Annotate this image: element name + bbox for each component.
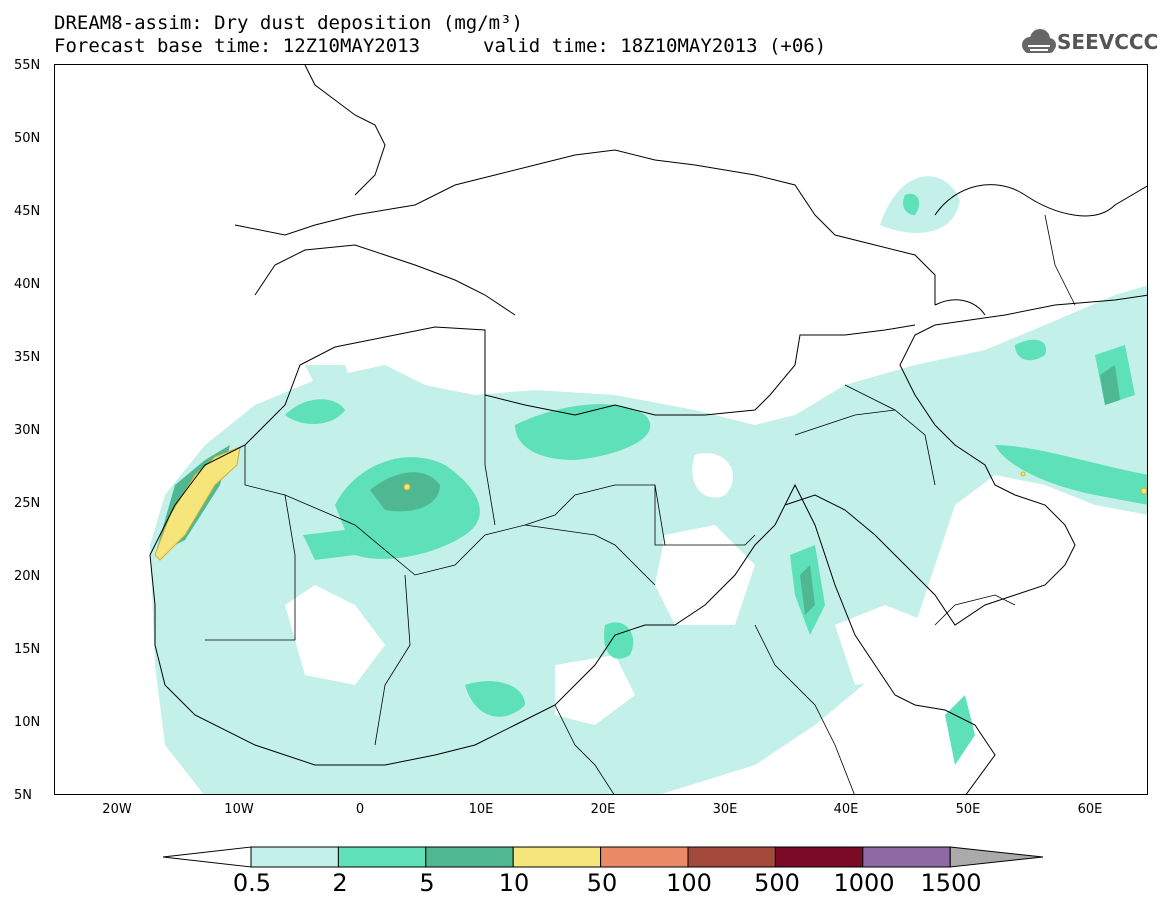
lon-label: 50E: [955, 802, 981, 817]
valid-time: valid time: 18Z10MAY2013 (+06): [483, 35, 827, 57]
colorbar-segment: [512, 846, 602, 868]
colorbar-segment: [337, 846, 427, 868]
lon-label: 20W: [102, 802, 132, 817]
lat-label: 45N: [14, 204, 41, 219]
lat-label: 50N: [14, 131, 41, 146]
colorbar-segment: [774, 846, 864, 868]
dust-map: [149, 65, 1147, 794]
colorbar-arrow-low: [163, 846, 252, 868]
coastlines: [149, 65, 1147, 794]
lat-label: 5N: [14, 788, 32, 803]
lon-label: 10W: [224, 802, 254, 817]
lat-label: 10N: [14, 715, 41, 730]
lon-label: 10E: [468, 802, 494, 817]
colorbar: [163, 846, 1043, 868]
colorbar-label: 100: [666, 869, 712, 897]
lat-label: 25N: [14, 496, 41, 511]
colorbar-label: 1500: [920, 869, 982, 897]
lat-label: 20N: [14, 569, 41, 584]
map-title: DREAM8-assim: Dry dust deposition (mg/m³…: [54, 12, 523, 34]
cloud-icon: [1022, 29, 1056, 53]
map-panel: [54, 64, 1148, 795]
colorbar-label: 50: [586, 869, 618, 897]
colorbar-segment: [862, 846, 951, 868]
lat-label: 55N: [14, 58, 41, 73]
colorbar-label: 2: [332, 869, 348, 897]
lon-label: 20E: [590, 802, 616, 817]
colorbar-label: 1000: [833, 869, 895, 897]
forecast-base-time: Forecast base time: 12Z10MAY2013: [54, 35, 421, 57]
shading-holes: [285, 453, 1095, 745]
shading-light: [150, 176, 1147, 794]
country-borders: [205, 214, 1076, 794]
lat-label: 15N: [14, 642, 41, 657]
colorbar-segment: [250, 846, 339, 868]
lat-label: 30N: [14, 423, 41, 438]
lon-label: 30E: [712, 802, 738, 817]
lon-label: 60E: [1077, 802, 1103, 817]
colorbar-arrow-high: [949, 846, 1043, 868]
colorbar-label: 0.5: [232, 869, 272, 897]
colorbar-segment: [600, 846, 689, 868]
lat-label: 35N: [14, 350, 41, 365]
logo-text: SEEVCCC: [1057, 30, 1159, 54]
lon-label: 0: [355, 802, 365, 817]
lon-label: 40E: [833, 802, 859, 817]
colorbar-label: 5: [419, 869, 435, 897]
colorbar-segment: [425, 846, 514, 868]
colorbar-label: 10: [498, 869, 530, 897]
colorbar-label: 500: [754, 869, 800, 897]
colorbar-segment: [687, 846, 776, 868]
lat-label: 40N: [14, 277, 41, 292]
